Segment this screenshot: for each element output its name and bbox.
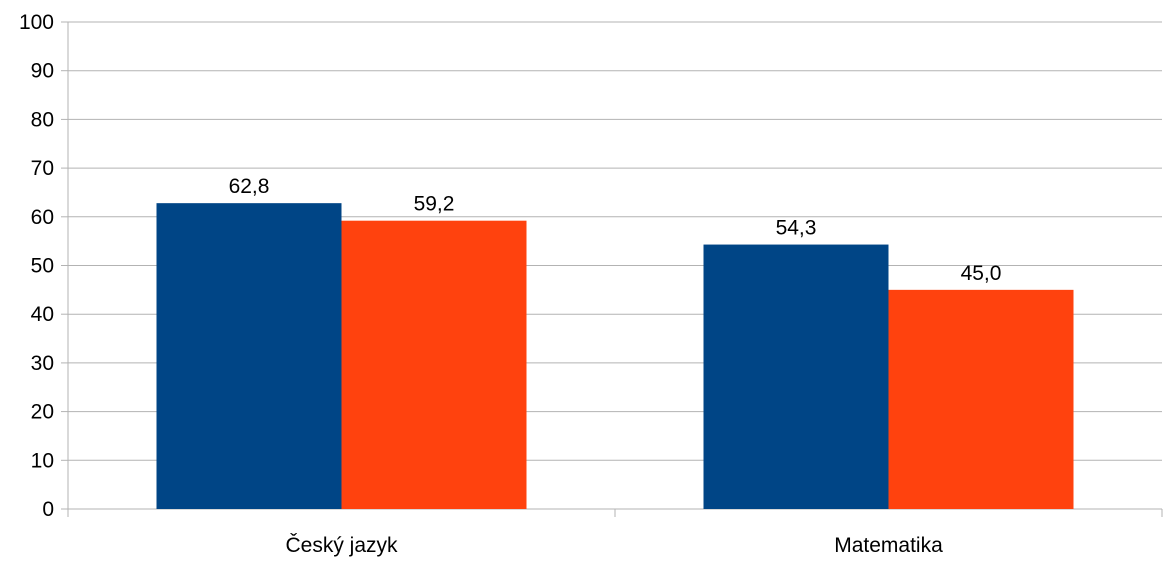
bar xyxy=(703,244,889,509)
data-label: 62,8 xyxy=(229,175,270,198)
y-tick-label: 40 xyxy=(31,303,54,326)
y-tick-label: 70 xyxy=(31,157,54,180)
y-tick-label: 60 xyxy=(31,206,54,229)
labels: 0 10 20 30 40 50 60 70 80 90 100 62,8 59,2 Český jazy… xyxy=(19,11,1001,557)
y-tick-label: 0 xyxy=(42,498,54,521)
bar xyxy=(341,220,527,510)
bar xyxy=(156,203,342,509)
y-tick-label: 10 xyxy=(31,449,54,472)
y-tick-label: 90 xyxy=(31,60,54,83)
data-label: 54,3 xyxy=(776,217,817,240)
x-category-label: Český jazyk xyxy=(285,534,398,557)
bar xyxy=(888,289,1074,509)
y-tick-label: 50 xyxy=(31,255,54,278)
y-tick-label: 20 xyxy=(31,401,54,424)
bars xyxy=(156,203,1074,510)
y-tick-label: 80 xyxy=(31,108,54,131)
y-tick-label: 100 xyxy=(19,11,54,34)
data-label: 45,0 xyxy=(961,262,1002,285)
y-tick-label: 30 xyxy=(31,352,54,375)
x-category-label: Matematika xyxy=(834,534,943,557)
data-label: 59,2 xyxy=(414,193,455,216)
